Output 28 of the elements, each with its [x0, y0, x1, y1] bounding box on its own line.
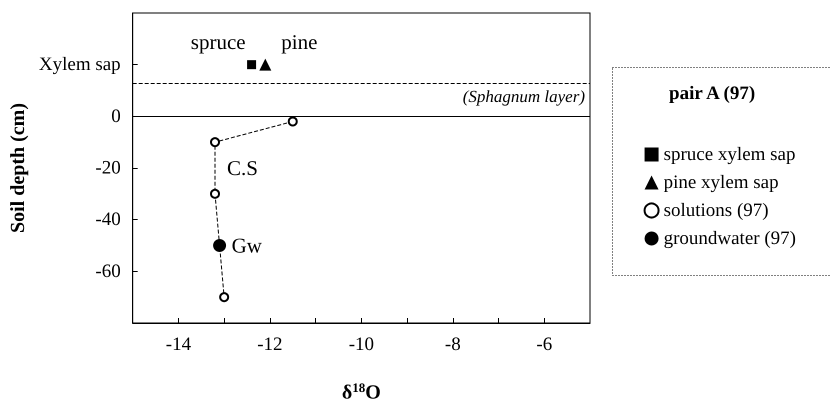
point [247, 60, 256, 70]
annotation: C.S [227, 156, 258, 180]
point [213, 239, 226, 252]
y-tick-label: 0 [111, 106, 121, 127]
x-tick-label: -8 [444, 334, 461, 355]
legend-label: solutions (97) [664, 200, 769, 221]
point [219, 292, 230, 302]
legend-label: groundwater (97) [664, 228, 796, 249]
annotation: Gw [232, 234, 263, 258]
y-tick-label: -40 [95, 209, 121, 230]
x-tick-label: -10 [348, 334, 374, 355]
legend-title: pair A (97) [669, 83, 756, 104]
annotation: pine [281, 30, 318, 54]
ref-line-label: (Sphagnum layer) [462, 86, 586, 106]
point [210, 188, 220, 199]
y-tick-label: Xylem sap [38, 54, 121, 76]
point [210, 137, 220, 148]
y-tick-label: -60 [95, 260, 121, 282]
legend-label: spruce xylem sap [664, 144, 796, 165]
x-tick-label: -12 [257, 334, 283, 355]
legend-label: pine xylem sap [664, 172, 779, 193]
y-tick-label: -20 [95, 158, 121, 178]
x-tick-label: -14 [166, 334, 192, 355]
y-axis-title: Soil depth (cm) [7, 103, 29, 233]
point [288, 116, 298, 126]
x-tick-label: -6 [536, 334, 552, 355]
point [259, 58, 272, 71]
annotation: spruce [190, 30, 246, 54]
